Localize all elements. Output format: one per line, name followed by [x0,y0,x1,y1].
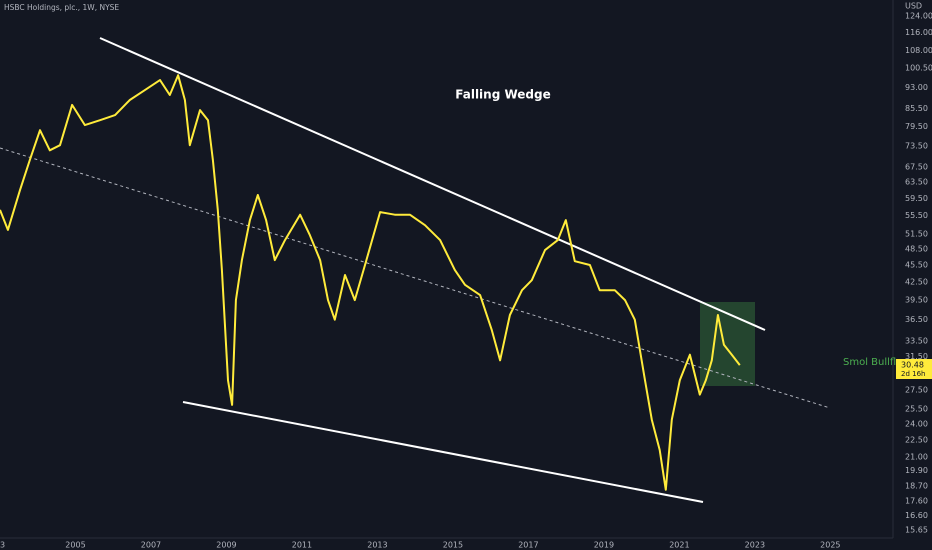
y-tick-label: 85.50 [905,104,928,113]
x-tick-label: 2021 [669,541,689,550]
last-price: 30.48 [901,361,924,370]
plot [0,74,741,491]
y-tick-label: 15.65 [905,526,928,535]
symbol-header: HSBC Holdings, plc., 1W, NYSE [4,3,119,12]
annotation: Smol Bullflag [843,357,909,368]
upper-trendline [99,37,766,331]
chart-title: Falling Wedge [455,88,551,102]
x-tick-label: 2009 [216,541,236,550]
y-tick-label: 27.50 [905,386,928,395]
y-tick-label: 16.60 [905,511,928,520]
y-tick-label: 24.00 [905,419,928,428]
x-tick-label: 2019 [594,541,614,550]
y-tick-label: 18.70 [905,481,928,490]
x-tick-label: 2017 [518,541,538,550]
y-tick-label: 55.50 [905,211,928,220]
countdown: 2d 16h [901,370,925,378]
y-tick-label: 100.50 [905,64,932,73]
y-tick-label: 36.50 [905,315,928,324]
y-tick-label: 67.50 [905,163,928,172]
y-tick-label: 48.50 [905,245,928,254]
midline [0,147,831,409]
price-line [0,74,741,491]
x-tick-label: 2007 [141,541,161,550]
y-tick-label: 116.00 [905,28,932,37]
y-tick-label: 33.50 [905,337,928,346]
y-tick-label: 25.50 [905,404,928,413]
x-tick-label: 2013 [367,541,387,550]
y-tick-label: 124.00 [905,12,932,21]
y-tick-label: 108.00 [905,46,932,55]
currency: USD [905,2,922,11]
y-tick-label: 31.50 [905,352,928,361]
x-tick-label: 2015 [443,541,463,550]
lower-trendline [182,401,704,503]
y-tick-label: 93.00 [905,83,928,92]
price-tag [896,359,932,379]
y-tick-label: 45.50 [905,260,928,269]
x-tick-label: 2011 [292,541,312,550]
x-tick-label: 2023 [745,541,765,550]
y-tick-label: 21.00 [905,452,928,461]
y-tick-label: 59.50 [905,194,928,203]
y-tick-label: 22.50 [905,435,928,444]
y-tick-label: 63.50 [905,178,928,187]
y-tick-label: 39.50 [905,296,928,305]
x-tick-label: 03 [0,541,5,550]
x-tick-label: 2025 [820,541,840,550]
y-tick-label: 19.90 [905,466,928,475]
y-tick-label: 42.50 [905,277,928,286]
y-tick-label: 51.50 [905,230,928,239]
y-tick-label: 79.50 [905,122,928,131]
x-tick-label: 2005 [65,541,85,550]
y-tick-label: 17.60 [905,496,928,505]
y-tick-label: 73.50 [905,141,928,150]
